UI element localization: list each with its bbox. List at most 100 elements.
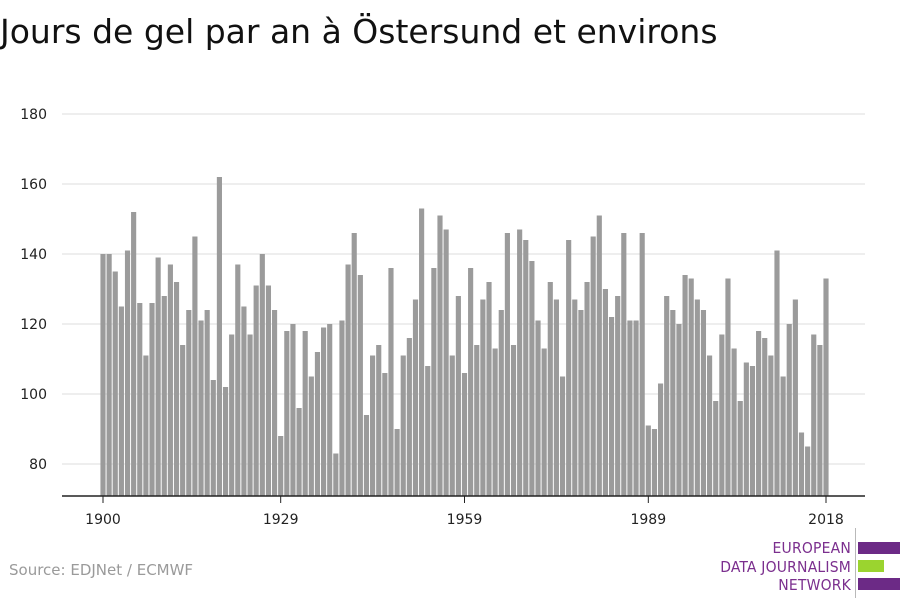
bar-2011 [780, 376, 786, 496]
edjnet-logo[interactable]: EUROPEAN DATA JOURNALISM NETWORK [700, 528, 900, 598]
logo-divider [855, 528, 856, 598]
bar-2000 [713, 401, 719, 496]
bar-1927 [265, 285, 272, 496]
bar-1954 [431, 268, 437, 496]
bar-1999 [707, 355, 713, 496]
logo-bar-middle [858, 560, 884, 572]
bar-1951 [412, 299, 419, 496]
bar-1991 [657, 383, 664, 496]
bar-1974 [553, 299, 559, 496]
bar-2014 [798, 432, 805, 496]
bar-1984 [615, 296, 621, 496]
bar-2015 [805, 446, 811, 496]
bar-2002 [725, 278, 731, 496]
bar-1969 [523, 240, 529, 496]
bar-1983 [608, 317, 615, 496]
bar-1913 [180, 345, 186, 496]
bar-1937 [327, 324, 333, 496]
bar-1921 [229, 334, 235, 496]
bar-1946 [382, 373, 388, 496]
x-tick-label-1959: 1959 [447, 512, 483, 528]
bar-chart: 80 100 120 140 160 180 1900 1929 1959 1989 2018 [20, 107, 865, 528]
bar-1965 [498, 310, 504, 496]
bar-1938 [333, 453, 339, 496]
x-tick-label-2018: 2018 [808, 512, 844, 528]
bar-1900 [100, 254, 106, 496]
bar-1979 [584, 282, 590, 496]
bar-2010 [774, 250, 780, 496]
logo-text-line-1: EUROPEAN [772, 539, 851, 557]
bar-1981 [596, 215, 602, 496]
bar-2013 [792, 299, 798, 496]
bar-1901 [106, 254, 112, 496]
bar-1977 [572, 299, 578, 496]
bar-1972 [541, 348, 547, 496]
bar-1960 [468, 268, 474, 496]
bar-1949 [400, 355, 406, 496]
bar-1910 [161, 296, 167, 496]
bar-1990 [651, 429, 658, 496]
bar-1968 [517, 229, 523, 496]
bar-1973 [547, 282, 553, 496]
bar-2006 [749, 366, 756, 496]
bar-1939 [339, 320, 345, 496]
bar-1982 [602, 289, 608, 496]
bar-1964 [492, 348, 498, 496]
bar-1911 [167, 264, 173, 496]
bar-1936 [321, 327, 327, 496]
bar-1916 [198, 320, 204, 496]
bar-1903 [118, 306, 124, 496]
bar-1915 [192, 236, 198, 496]
bar-1935 [314, 352, 321, 496]
bar-1912 [173, 282, 180, 496]
bar-1947 [388, 268, 394, 496]
bar-1956 [443, 229, 449, 496]
bar-1976 [566, 240, 572, 496]
bar-2008 [762, 338, 768, 496]
bar-1961 [474, 345, 480, 496]
y-tick-label-180: 180 [20, 107, 47, 123]
bar-1933 [302, 331, 308, 496]
bar-1997 [694, 299, 700, 496]
bar-1975 [559, 376, 566, 496]
bar-1942 [357, 275, 363, 496]
chart-title: Jours de gel par an à Östersund et envir… [0, 12, 718, 51]
bar-1906 [137, 303, 143, 496]
bar-1958 [455, 296, 461, 496]
bar-1953 [425, 366, 431, 496]
bar-1963 [486, 282, 492, 496]
bar-1926 [259, 254, 265, 496]
y-axis-ticks: 80 100 120 140 160 180 [20, 107, 47, 473]
bar-1994 [676, 324, 682, 496]
bar-1950 [406, 338, 412, 496]
bar-1934 [308, 376, 314, 496]
x-tick-label-1929: 1929 [263, 512, 299, 528]
bar-1945 [376, 345, 382, 496]
bar-1986 [627, 320, 633, 496]
bar-1987 [633, 320, 639, 496]
logo-bar-top [858, 542, 900, 554]
bar-1941 [351, 233, 357, 496]
y-tick-label-160: 160 [20, 177, 47, 193]
bars [100, 177, 829, 496]
bar-1919 [216, 177, 222, 496]
bar-1957 [449, 355, 455, 496]
bar-1962 [480, 299, 486, 496]
bar-2009 [768, 355, 774, 496]
bar-1959 [461, 373, 468, 496]
bar-1988 [639, 233, 645, 496]
bar-1978 [578, 310, 584, 496]
bar-2007 [756, 331, 762, 496]
bar-1967 [510, 345, 517, 496]
bar-2016 [811, 334, 817, 496]
bar-1992 [664, 296, 670, 496]
bar-1980 [590, 236, 596, 496]
bar-1902 [112, 271, 118, 496]
bar-1922 [235, 264, 241, 496]
bar-1923 [241, 306, 247, 496]
bar-1989 [645, 425, 651, 496]
bar-1955 [437, 215, 443, 496]
bar-2003 [731, 348, 737, 496]
bar-1971 [535, 320, 541, 496]
bar-1985 [621, 233, 627, 496]
